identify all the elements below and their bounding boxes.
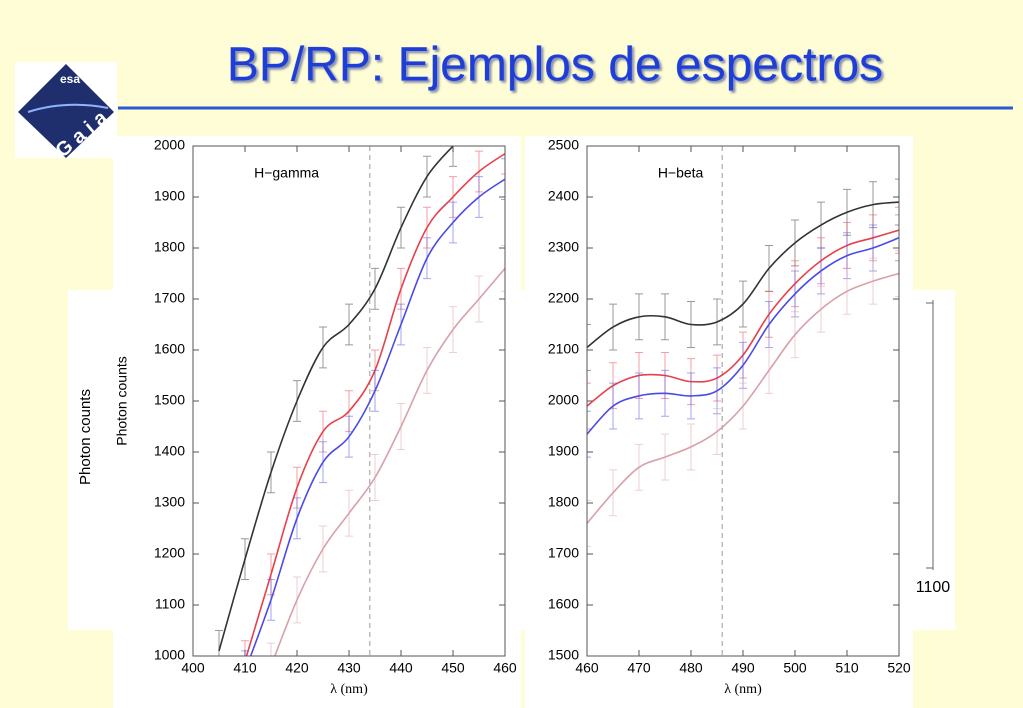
x-tick-label: 420 xyxy=(285,660,309,676)
y-tick-label: 1600 xyxy=(154,341,185,357)
error-bar xyxy=(501,244,505,292)
error-bar xyxy=(895,178,899,226)
x-tick-label: 410 xyxy=(233,660,257,676)
chart-title: H−beta xyxy=(658,165,704,181)
y-tick-label: 1800 xyxy=(548,494,579,510)
y-tick-label: 2500 xyxy=(548,137,579,153)
y-tick-label: 1900 xyxy=(154,188,185,204)
error-bar xyxy=(501,146,505,175)
series-line xyxy=(587,237,899,435)
x-tick-label: 440 xyxy=(389,660,413,676)
background-tick: 1100 xyxy=(916,579,951,596)
x-tick-label: 490 xyxy=(731,660,755,676)
error-bar xyxy=(895,250,899,297)
x-tick-label: 450 xyxy=(441,660,465,676)
y-tick-label: 1500 xyxy=(548,647,579,663)
error-bar xyxy=(587,382,591,430)
error-bar xyxy=(587,499,591,547)
panel xyxy=(113,136,521,708)
x-tick-label: 480 xyxy=(679,660,703,676)
x-tick-label: 510 xyxy=(835,660,859,676)
error-bar xyxy=(895,206,899,254)
x-tick-label: 400 xyxy=(181,660,205,676)
error-bar xyxy=(449,146,457,167)
x-axis-label: λ (nm) xyxy=(724,682,762,697)
error-bar xyxy=(241,640,249,656)
series-group xyxy=(587,178,899,547)
y-tick-label: 1200 xyxy=(154,545,185,561)
error-bar xyxy=(895,214,899,262)
y-tick-label: 2000 xyxy=(548,392,579,408)
series-line xyxy=(587,201,899,349)
logo: esa G a i a xyxy=(15,62,117,162)
series-line xyxy=(274,267,505,656)
x-tick-label: 430 xyxy=(337,660,361,676)
x-tick-label: 500 xyxy=(783,660,807,676)
plot-frame xyxy=(192,145,506,657)
y-tick-label: 2300 xyxy=(548,239,579,255)
x-tick-label: 520 xyxy=(887,660,911,676)
x-tick-label: 470 xyxy=(627,660,651,676)
error-bar xyxy=(267,642,275,656)
error-bar xyxy=(501,158,505,201)
y-tick-label: 2200 xyxy=(548,290,579,306)
error-bar xyxy=(587,410,591,458)
chart-title: H−gamma xyxy=(254,165,319,181)
logo-esa: esa xyxy=(60,72,80,86)
x-tick-label: 460 xyxy=(493,660,517,676)
background-label: Photon counts xyxy=(77,389,94,485)
series-group xyxy=(215,146,505,656)
panel xyxy=(525,136,913,708)
y-tick-label: 1400 xyxy=(154,443,185,459)
y-tick-label: 1100 xyxy=(155,596,185,612)
slide-title: BP/RP: Ejemplos de espectros xyxy=(227,39,883,92)
y-tick-label: 2400 xyxy=(548,188,579,204)
y-tick-label: 2100 xyxy=(548,341,579,357)
series-line xyxy=(249,178,505,656)
x-tick-label: 460 xyxy=(575,660,599,676)
y-tick-label: 1800 xyxy=(154,239,185,255)
x-axis-label: λ (nm) xyxy=(330,682,368,697)
error-bar xyxy=(241,650,249,656)
y-tick-label: 1000 xyxy=(154,647,185,663)
series-line xyxy=(587,272,899,524)
series-line xyxy=(218,146,454,652)
y-axis-label: Photon counts xyxy=(114,356,130,446)
y-tick-label: 1300 xyxy=(154,494,185,510)
plot-frame xyxy=(586,145,900,657)
y-tick-label: 1600 xyxy=(548,596,579,612)
error-bar xyxy=(587,324,591,371)
y-tick-label: 1700 xyxy=(548,545,579,561)
y-tick-label: 2000 xyxy=(154,137,185,153)
y-tick-label: 1500 xyxy=(154,392,185,408)
y-tick-label: 1700 xyxy=(154,290,185,306)
y-tick-label: 1900 xyxy=(548,443,579,459)
